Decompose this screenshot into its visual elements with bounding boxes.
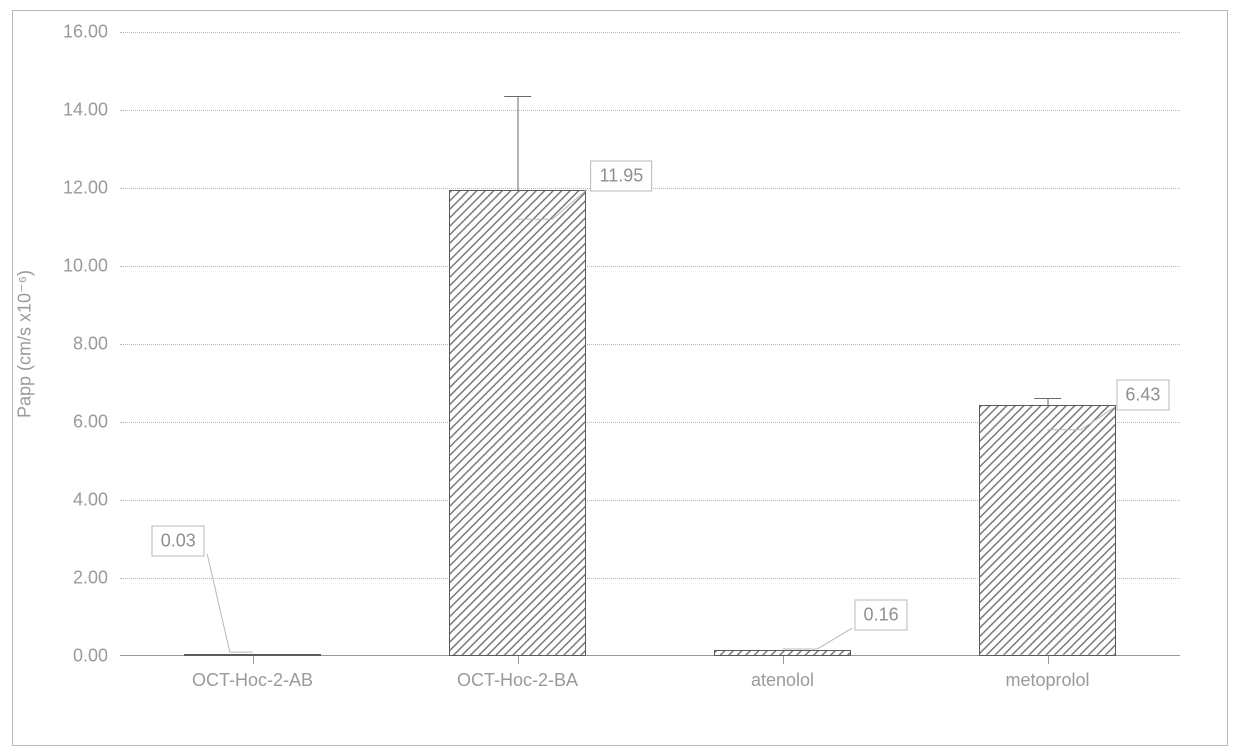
- x-tick-mark: [783, 656, 784, 664]
- data-label: 6.43: [1116, 379, 1169, 410]
- data-label: 11.95: [591, 161, 653, 192]
- y-axis-title: Papp (cm/s x10⁻⁶): [15, 270, 36, 418]
- y-tick-label: 14.00: [50, 100, 108, 121]
- x-tick-label: atenolol: [751, 670, 814, 691]
- gridline: [120, 32, 1180, 33]
- x-tick-mark: [1048, 656, 1049, 664]
- y-tick-label: 12.00: [50, 178, 108, 199]
- gridline: [120, 344, 1180, 345]
- x-tick-mark: [518, 656, 519, 664]
- bar: [449, 190, 587, 656]
- x-tick-label: OCT-Hoc-2-BA: [457, 670, 578, 691]
- x-tick-label: metoprolol: [1005, 670, 1089, 691]
- y-tick-label: 0.00: [50, 646, 108, 667]
- gridline: [120, 110, 1180, 111]
- x-tick-mark: [253, 656, 254, 664]
- plot-area: 0.03 11.95 0.16 6.43: [120, 32, 1180, 656]
- bar: [979, 405, 1117, 656]
- data-label: 0.03: [152, 525, 205, 556]
- x-tick-label: OCT-Hoc-2-AB: [192, 670, 313, 691]
- y-tick-label: 4.00: [50, 490, 108, 511]
- gridline: [120, 266, 1180, 267]
- y-tick-label: 16.00: [50, 22, 108, 43]
- y-tick-label: 6.00: [50, 412, 108, 433]
- y-tick-label: 10.00: [50, 256, 108, 277]
- data-label: 0.16: [855, 600, 908, 631]
- y-tick-label: 2.00: [50, 568, 108, 589]
- y-tick-label: 8.00: [50, 334, 108, 355]
